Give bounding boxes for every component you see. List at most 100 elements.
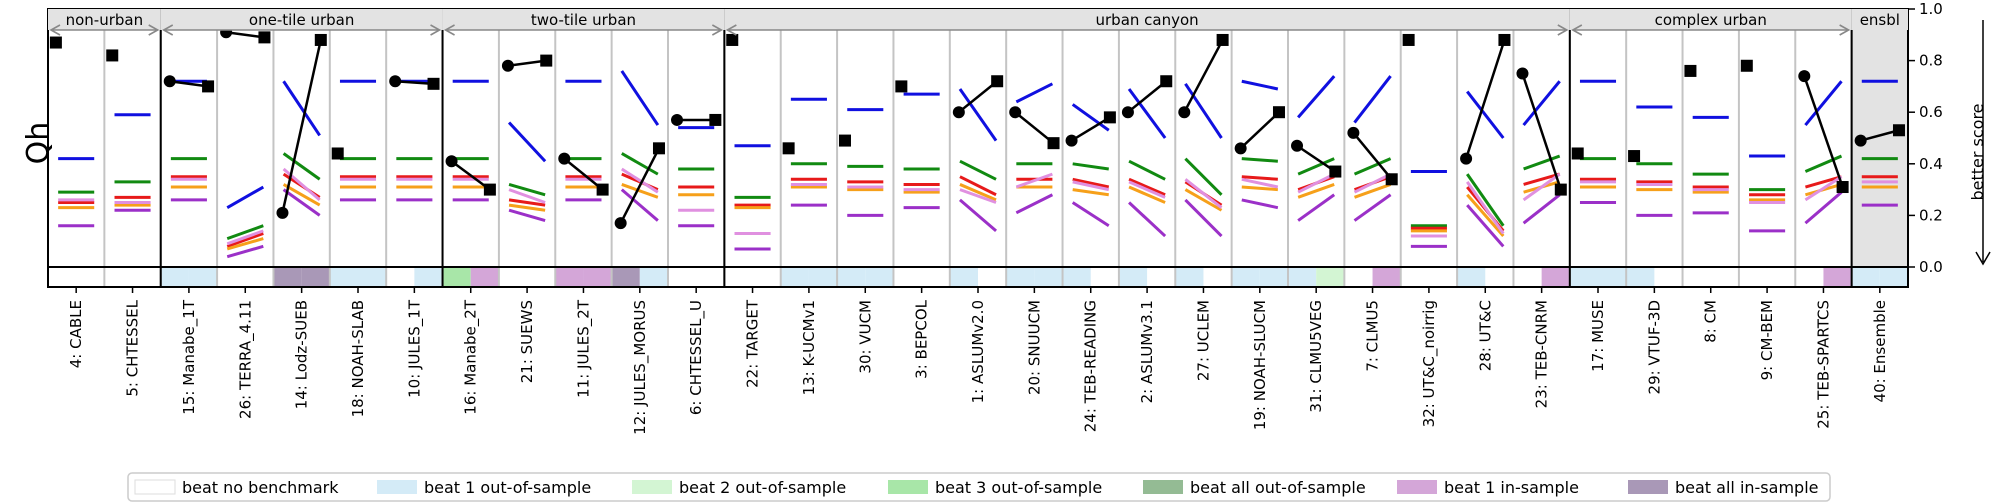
plot-frame (47, 8, 1909, 288)
benchmark-markers (49, 26, 1905, 230)
benchmark-square-32 (1892, 124, 1905, 137)
x-tick-label: 17: MUSE (1589, 300, 1607, 372)
benchmark-square-27 (1571, 147, 1584, 160)
series-0-segment-3 (226, 185, 265, 209)
benchmark-square-23 (1385, 173, 1398, 186)
y-axis: 0.0 0.2 0.4 0.6 0.8 1.0 (1908, 0, 1991, 276)
series-0-segment-4 (282, 80, 321, 137)
benchmark-square-17 (1047, 137, 1060, 150)
benchmark-link-17 (1014, 111, 1055, 145)
group-label-3: urban canyon (1096, 11, 1199, 29)
x-tick-label: 9: CM-BEM (1758, 300, 1776, 380)
strip-cell-23-1 (1372, 267, 1401, 287)
x-tick-label: 30: VUCM (856, 300, 874, 374)
series-4-segment-26 (1522, 172, 1561, 202)
legend-swatch-b2o (632, 480, 672, 494)
series-5-segment-22 (1297, 193, 1336, 222)
benchmark-dot-9 (558, 152, 571, 165)
benchmark-square-28 (1628, 150, 1641, 163)
x-tick-label: 7: CLMU5 (1364, 300, 1382, 372)
series-0-segment-8 (507, 121, 547, 163)
benchmark-square-4 (314, 33, 327, 46)
group-header-5 (1851, 9, 1908, 30)
y-tick-label: 0.2 (1919, 206, 1943, 224)
strip-cell-10-1 (639, 267, 668, 287)
x-tick-label: 31: CLMU5VEG (1307, 300, 1325, 413)
group-arrow-right-3 (1557, 24, 1569, 36)
series-5-segment-31 (1804, 191, 1843, 225)
x-tick-label: 2: ASLUMv3.1 (1138, 300, 1156, 403)
strip-cell-4-0 (273, 267, 302, 287)
strip-cell-6-1 (414, 267, 443, 287)
strip-cell-13-1 (808, 267, 838, 287)
benchmark-square-11 (709, 113, 722, 126)
series-1-segment-31 (1804, 154, 1843, 173)
benchmark-dot-18 (1065, 134, 1078, 147)
x-tick-label: 21: SUEWS (518, 300, 536, 383)
x-tick-label: 4: CABLE (67, 300, 85, 368)
benchmark-dot-2 (163, 75, 176, 88)
series-3-segment-4 (282, 183, 321, 207)
group-arrow-left-2 (443, 24, 455, 36)
benchmark-link-9 (563, 157, 604, 191)
series-4-segment-8 (508, 188, 546, 204)
legend-label-b1i: beat 1 in-sample (1444, 478, 1579, 497)
series-4-segment-21 (1241, 177, 1279, 189)
benchmark-link-16 (958, 80, 998, 114)
benchmark-link-7 (450, 160, 491, 191)
benchmark-dot-22 (1291, 139, 1304, 152)
benchmark-link-31 (1803, 75, 1844, 188)
strip-cell-16-0 (949, 267, 978, 287)
group-arrow-right-1 (430, 24, 442, 36)
benchmark-link-19 (1127, 80, 1168, 114)
x-tick-label: 29: VTUF-3D (1645, 300, 1663, 394)
series-1-segment-3 (226, 224, 264, 241)
legend-label-ball_in: beat all in-sample (1675, 478, 1818, 497)
benchmark-square-31 (1836, 181, 1849, 194)
benchmark-dot-17 (1009, 106, 1022, 119)
series-5-segment-4 (282, 188, 321, 217)
plot-border (47, 8, 1909, 288)
benchmark-link-23 (1352, 132, 1393, 181)
benchmark-strip (160, 267, 1908, 287)
better-score-arrow-head (1975, 251, 1991, 266)
series-1-segment-20 (1184, 157, 1223, 196)
series-1-segment-19 (1128, 159, 1166, 181)
benchmark-square-18 (1103, 111, 1116, 124)
strip-cell-7-1 (470, 267, 499, 287)
benchmark-link-21 (1239, 111, 1280, 150)
series-0-segment-23 (1353, 75, 1392, 124)
strip-cell-9-1 (583, 267, 612, 287)
group-label-4: complex urban (1655, 11, 1767, 29)
series-5-segment-26 (1522, 193, 1561, 225)
series-5-segment-17 (1015, 193, 1054, 215)
series-0-segment-31 (1804, 80, 1843, 127)
benchmark-dot-6 (389, 75, 402, 88)
series-3-segment-8 (508, 203, 546, 212)
series-4-segment-18 (1072, 180, 1110, 192)
x-axis: 4: CABLE 5: CHTESSEL 15: Manabe_1T 26: TERR… (67, 287, 1889, 435)
column-separators (103, 30, 1853, 287)
benchmark-square-15 (895, 80, 908, 93)
series-1-segment-18 (1072, 162, 1109, 171)
benchmark-dot-26 (1516, 67, 1529, 80)
x-tick-label: 26: TERRA_4.11 (236, 300, 255, 419)
benchmark-square-20 (1216, 33, 1229, 46)
strip-cell-5-1 (358, 267, 387, 287)
series-0-segment-16 (958, 88, 998, 142)
series-3-segment-21 (1241, 185, 1278, 192)
strip-cell-31-1 (1823, 267, 1852, 287)
strip-cell-18-0 (1062, 267, 1091, 287)
benchmark-link-22 (1296, 144, 1337, 173)
series-0-segment-22 (1297, 75, 1336, 119)
benchmark-square-12 (726, 33, 739, 46)
series-0-segment-25 (1466, 90, 1505, 139)
x-tick-label: 10: JULES_1T (405, 299, 424, 398)
strip-cell-19-0 (1118, 267, 1148, 287)
group-arrow-left-0 (49, 24, 61, 36)
series-5-segment-3 (226, 244, 264, 259)
benchmark-dot-23 (1347, 126, 1360, 139)
series-1-segment-16 (959, 159, 997, 181)
strip-cell-2-0 (160, 267, 189, 287)
x-tick-label: 12: JULES_MORUS (631, 300, 650, 435)
